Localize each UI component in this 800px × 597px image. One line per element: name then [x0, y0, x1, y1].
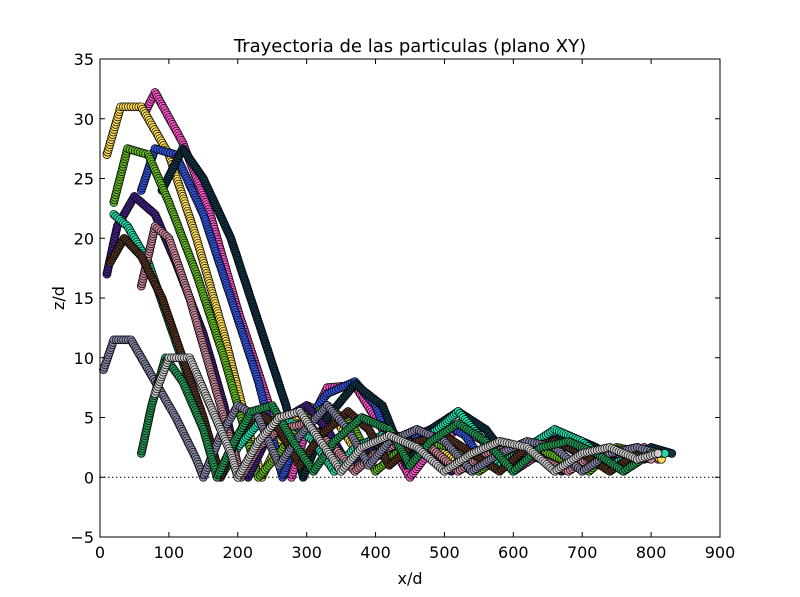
- series-10: [99, 335, 663, 482]
- y-tick-label: 30: [74, 110, 94, 129]
- y-tick-label: 5: [84, 409, 94, 428]
- data-point: [653, 449, 663, 458]
- y-tick-label: 20: [74, 229, 94, 248]
- x-tick-label: 100: [154, 543, 185, 562]
- x-tick-label: 500: [429, 543, 460, 562]
- x-tick-label: 400: [360, 543, 391, 562]
- y-tick-label: 35: [74, 50, 94, 69]
- x-axis-label: x/d: [397, 569, 422, 588]
- x-tick-label: 900: [705, 543, 736, 562]
- series-12: [150, 353, 663, 482]
- y-tick-label: 15: [74, 289, 94, 308]
- x-tick-label: 700: [567, 543, 598, 562]
- x-tick-label: 0: [95, 543, 105, 562]
- chart-title: Trayectoria de las particulas (plano XY): [233, 36, 586, 57]
- y-tick-label: 10: [74, 349, 94, 368]
- y-axis-label: z/d: [49, 286, 68, 310]
- x-tick-label: 800: [636, 543, 667, 562]
- y-tick-label: 25: [74, 170, 94, 189]
- data-points: [99, 88, 677, 482]
- x-tick-label: 200: [223, 543, 254, 562]
- x-tick-label: 300: [291, 543, 322, 562]
- y-tick-label: −5: [70, 528, 94, 547]
- y-tick-label: 0: [84, 468, 94, 487]
- x-tick-label: 600: [498, 543, 529, 562]
- axis-ticks: 0 100 200 300 400 500 600 700 800 900−50510152025…: [70, 50, 735, 562]
